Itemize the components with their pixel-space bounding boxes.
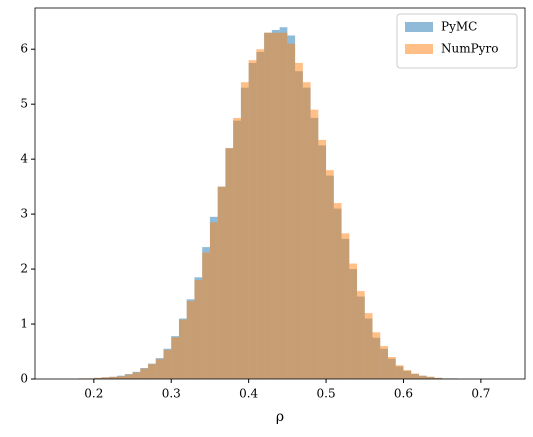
y-tick-label: 5 [20,97,28,111]
histogram-bar [225,148,234,379]
histogram-bar [333,203,342,379]
histogram-bar [209,222,218,379]
histogram-bar [279,32,288,379]
x-tick-label: 0.7 [471,387,490,401]
histogram-bar [364,313,373,379]
histogram-bar [178,319,187,379]
histogram-bar [109,376,118,379]
legend-label: NumPyro [441,42,498,56]
legend-swatch [405,44,433,54]
histogram-bar [310,109,319,379]
histogram-bar [132,372,141,379]
histogram-bar [287,43,296,380]
x-axis-label: ρ [276,409,284,425]
x-tick-label: 0.6 [394,387,413,401]
histogram-bar [372,332,381,379]
histogram-bar [387,357,396,379]
histogram-bar [426,376,435,379]
histogram-bar [186,300,195,379]
histogram-bar [155,359,164,379]
histogram-bar [264,32,272,379]
y-tick-label: 2 [20,262,28,276]
histogram-bar [163,349,172,379]
histogram-bar [341,233,350,379]
y-tick-label: 1 [20,317,28,331]
histogram-bar [117,376,125,379]
x-tick-label: 0.2 [84,387,103,401]
histogram-bar [140,368,149,379]
y-tick-label: 4 [20,152,28,166]
histogram-bar [302,82,311,379]
histogram-bar [256,49,265,379]
histogram-bar [202,252,210,379]
histogram-bar [217,186,226,379]
histogram-bar [101,377,110,379]
legend-label: PyMC [441,20,477,34]
histogram-bar [411,373,419,379]
x-tick-label: 0.5 [317,387,336,401]
histogram-bar [295,62,303,380]
y-tick-label: 6 [20,42,28,56]
histogram-bar [326,170,334,379]
y-tick-label: 3 [20,207,28,221]
histogram-bar [93,377,102,379]
histogram-bar [318,139,327,379]
histogram-bar [357,291,365,379]
legend-swatch [405,22,433,32]
histogram-bar [240,82,249,379]
histogram-bar [380,346,388,379]
histogram-bar [148,364,156,379]
histogram-bar [124,374,133,379]
histogram-bar [418,375,427,379]
histogram-bar [194,280,203,379]
histogram-bar [395,365,404,379]
histogram-bar [248,60,257,379]
histogram-bar [349,263,358,379]
histogram-bar [233,117,241,379]
x-tick-label: 0.3 [162,387,181,401]
x-tick-label: 0.4 [239,387,258,401]
plot-frame [34,7,526,380]
histogram-bar [171,337,179,379]
histogram-bar [403,370,412,379]
histogram-bar [271,32,280,379]
y-tick-label: 0 [20,372,28,386]
histogram-bar [434,377,443,379]
